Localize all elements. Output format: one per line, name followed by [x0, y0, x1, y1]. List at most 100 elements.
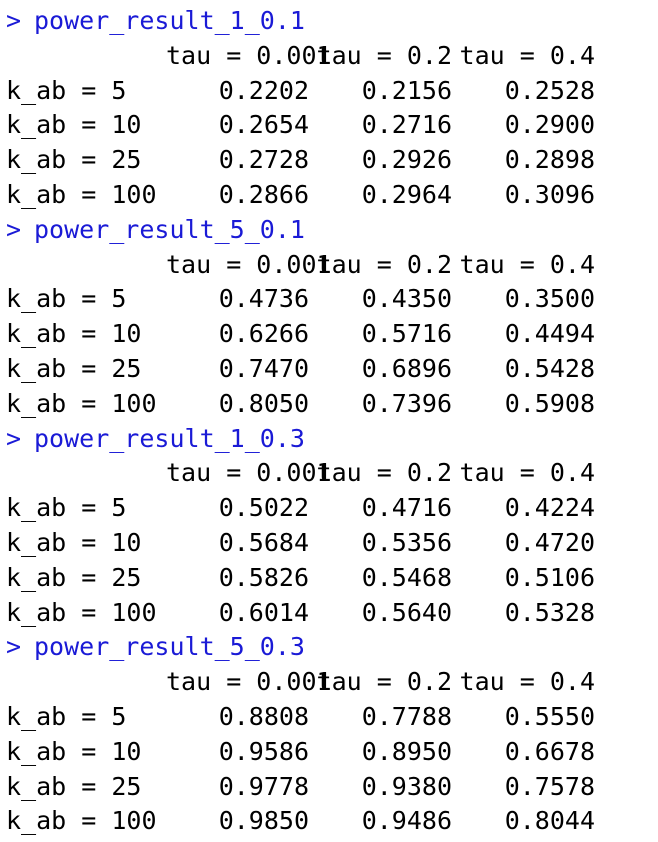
- console-output-block: > power_result_1_0.3 tau = 0.001 tau = 0.2…: [6, 422, 658, 631]
- table-cell: 0.3500: [504, 284, 595, 314]
- command-line: > power_result_1_0.3: [6, 422, 658, 457]
- console-prompt: >: [6, 423, 22, 453]
- table-cell: 0.8808: [218, 701, 309, 731]
- header-spacer: [6, 39, 166, 74]
- table-cell: 0.7396: [361, 388, 452, 418]
- table-cell: 0.2156: [361, 75, 452, 105]
- table-cell: 0.9586: [218, 736, 309, 766]
- row-label: k_ab = 5: [6, 493, 127, 523]
- column-header: tau = 0.001: [166, 249, 332, 279]
- table-row: k_ab = 5 0.5022 0.4716 0.4224: [6, 491, 658, 526]
- row-label: k_ab = 10: [6, 527, 142, 557]
- column-header: tau = 0.001: [166, 40, 332, 70]
- table-cell: 0.5826: [218, 562, 309, 592]
- table-row: k_ab = 100 0.9850 0.9486 0.8044: [6, 804, 658, 839]
- row-label: k_ab = 5: [6, 284, 127, 314]
- row-label: k_ab = 10: [6, 319, 142, 349]
- table-cell: 0.5716: [361, 319, 452, 349]
- column-header: tau = 0.2: [316, 458, 452, 488]
- table-cell: 0.4494: [504, 319, 595, 349]
- row-label: k_ab = 5: [6, 701, 127, 731]
- column-header: tau = 0.2: [316, 667, 452, 697]
- table-row: k_ab = 5 0.2202 0.2156 0.2528: [6, 74, 658, 109]
- header-spacer: [6, 456, 166, 491]
- table-cell: 0.4736: [218, 284, 309, 314]
- table-cell: 0.7470: [218, 353, 309, 383]
- table-cell: 0.7578: [504, 771, 595, 801]
- row-label: k_ab = 10: [6, 110, 142, 140]
- row-label: k_ab = 5: [6, 75, 127, 105]
- table-cell: 0.5022: [218, 493, 309, 523]
- table-cell: 0.6678: [504, 736, 595, 766]
- table-cell: 0.2898: [504, 145, 595, 175]
- table-cell: 0.2716: [361, 110, 452, 140]
- command-line: > power_result_5_0.3: [6, 630, 658, 665]
- table-row: k_ab = 10 0.9586 0.8950 0.6678: [6, 735, 658, 770]
- table-cell: 0.5550: [504, 701, 595, 731]
- command-text: power_result_5_0.3: [34, 632, 305, 662]
- column-header: tau = 0.001: [166, 667, 332, 697]
- table-row: k_ab = 25 0.2728 0.2926 0.2898: [6, 143, 658, 178]
- row-label: k_ab = 100: [6, 806, 157, 836]
- command-line: > power_result_5_0.1: [6, 213, 658, 248]
- column-header: tau = 0.001: [166, 458, 332, 488]
- table-cell: 0.2964: [361, 179, 452, 209]
- column-header: tau = 0.2: [316, 249, 452, 279]
- table-cell: 0.9380: [361, 771, 452, 801]
- console-prompt: >: [6, 214, 22, 244]
- console-prompt: >: [6, 6, 22, 35]
- table-cell: 0.6266: [218, 319, 309, 349]
- header-spacer: [6, 665, 166, 700]
- console-output-block: > power_result_1_0.1 tau = 0.001 tau = 0.2…: [6, 4, 658, 213]
- table-row: k_ab = 100 0.6014 0.5640 0.5328: [6, 596, 658, 631]
- column-header: tau = 0.4: [459, 40, 595, 70]
- table-cell: 0.5640: [361, 597, 452, 627]
- table-cell: 0.5106: [504, 562, 595, 592]
- row-label: k_ab = 100: [6, 388, 157, 418]
- table-row: k_ab = 5 0.8808 0.7788 0.5550: [6, 700, 658, 735]
- console-output-block: > power_result_5_0.3 tau = 0.001 tau = 0.2…: [6, 630, 658, 839]
- table-cell: 0.5684: [218, 527, 309, 557]
- table-cell: 0.6014: [218, 597, 309, 627]
- column-header-row: tau = 0.001 tau = 0.2 tau = 0.4: [6, 248, 658, 283]
- table-cell: 0.5356: [361, 527, 452, 557]
- table-cell: 0.6896: [361, 353, 452, 383]
- row-label: k_ab = 25: [6, 353, 142, 383]
- table-cell: 0.2528: [504, 75, 595, 105]
- table-row: k_ab = 25 0.7470 0.6896 0.5428: [6, 352, 658, 387]
- table-cell: 0.5468: [361, 562, 452, 592]
- table-row: k_ab = 10 0.5684 0.5356 0.4720: [6, 526, 658, 561]
- command-text: power_result_1_0.3: [34, 423, 305, 453]
- table-cell: 0.5908: [504, 388, 595, 418]
- column-header-row: tau = 0.001 tau = 0.2 tau = 0.4: [6, 39, 658, 74]
- table-cell: 0.8044: [504, 806, 595, 836]
- table-row: k_ab = 25 0.5826 0.5468 0.5106: [6, 561, 658, 596]
- table-cell: 0.7788: [361, 701, 452, 731]
- table-cell: 0.4720: [504, 527, 595, 557]
- column-header: tau = 0.4: [459, 249, 595, 279]
- table-cell: 0.4716: [361, 493, 452, 523]
- column-header: tau = 0.2: [316, 40, 452, 70]
- row-label: k_ab = 25: [6, 562, 142, 592]
- command-text: power_result_5_0.1: [34, 214, 305, 244]
- header-spacer: [6, 248, 166, 283]
- table-cell: 0.9778: [218, 771, 309, 801]
- table-cell: 0.2926: [361, 145, 452, 175]
- column-header: tau = 0.4: [459, 667, 595, 697]
- table-cell: 0.5328: [504, 597, 595, 627]
- row-label: k_ab = 100: [6, 597, 157, 627]
- table-cell: 0.3096: [504, 179, 595, 209]
- column-header-row: tau = 0.001 tau = 0.2 tau = 0.4: [6, 665, 658, 700]
- table-cell: 0.2866: [218, 179, 309, 209]
- table-cell: 0.2654: [218, 110, 309, 140]
- table-row: k_ab = 25 0.9778 0.9380 0.7578: [6, 770, 658, 805]
- column-header: tau = 0.4: [459, 458, 595, 488]
- table-cell: 0.9486: [361, 806, 452, 836]
- table-cell: 0.5428: [504, 353, 595, 383]
- table-row: k_ab = 100 0.8050 0.7396 0.5908: [6, 387, 658, 422]
- table-cell: 0.4350: [361, 284, 452, 314]
- table-cell: 0.2202: [218, 75, 309, 105]
- table-row: k_ab = 100 0.2866 0.2964 0.3096: [6, 178, 658, 213]
- table-cell: 0.8050: [218, 388, 309, 418]
